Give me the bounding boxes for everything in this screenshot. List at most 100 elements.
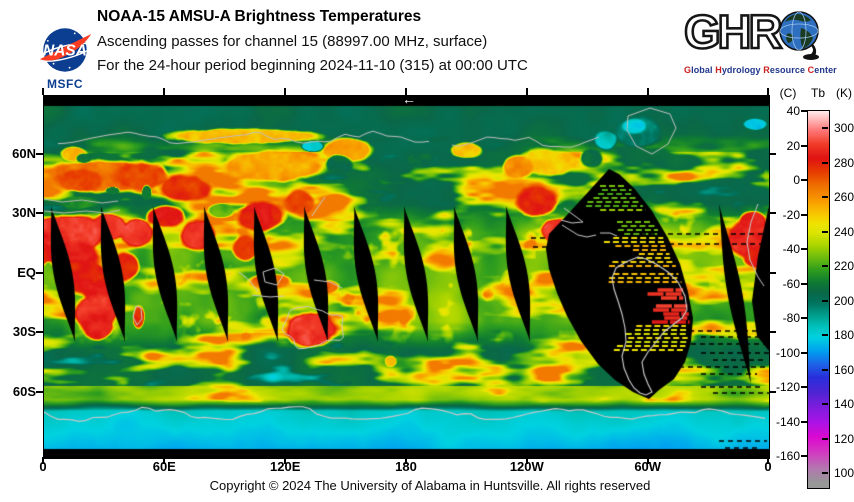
lat-tick [769, 212, 776, 214]
nasa-logo: NASA MSFC [36, 26, 94, 91]
kelvin-tick [822, 299, 828, 302]
celsius-tick-label: -60 [782, 276, 800, 291]
tb-label: Tb [810, 86, 825, 100]
lon-tick [525, 457, 528, 464]
lon-tick [163, 88, 166, 95]
celsius-tick [801, 179, 807, 182]
lon-tick [646, 88, 649, 95]
lon-label: 120E [270, 459, 301, 474]
celsius-tick-label: -100 [775, 345, 800, 360]
kelvin-tick [822, 472, 828, 475]
celsius-tick-label: -160 [775, 449, 800, 464]
celsius-tick-label: -20 [782, 207, 800, 222]
brightness-temperature-map [43, 95, 770, 459]
kelvin-tick [822, 196, 828, 199]
lat-label: 30N [12, 205, 36, 220]
lon-label: 60E [152, 459, 176, 474]
kelvin-tick-label: 100 [834, 466, 854, 481]
kelvin-tick-label: 120 [834, 431, 854, 446]
kelvin-tick-label: 300 [834, 121, 854, 135]
celsius-tick-label: -140 [775, 414, 800, 429]
lat-tick [36, 331, 43, 333]
kelvin-tick-label: 200 [834, 293, 854, 308]
nasa-insignia-icon: NASA [38, 28, 92, 72]
kelvin-tick [822, 403, 828, 406]
lat-label: 30S [12, 324, 36, 339]
kelvin-tick [822, 334, 828, 337]
kelvin-tick [822, 230, 828, 233]
lat-tick [769, 391, 776, 393]
page-title: NOAA-15 AMSU-A Brightness Temperatures [97, 8, 422, 25]
copyright-line: Copyright © 2024 The University of Alaba… [209, 478, 651, 493]
celsius-tick [801, 248, 807, 251]
lon-tick [163, 457, 166, 464]
lon-tick [284, 88, 287, 95]
lon-label: 0 [764, 459, 772, 474]
lat-tick [36, 153, 43, 155]
lon-label: 120W [509, 459, 544, 474]
lon-tick [646, 457, 649, 464]
celsius-tick [801, 144, 807, 147]
kelvin-tick-label: 260 [834, 190, 854, 205]
lat-tick [36, 391, 43, 393]
lon-tick [767, 88, 769, 95]
kelvin-unit-label: (K) [836, 86, 852, 100]
colorbar [807, 110, 830, 489]
kelvin-tick-label: 220 [834, 259, 854, 274]
kelvin-tick-label: 140 [834, 397, 854, 412]
lon-label: 60W [634, 459, 662, 474]
celsius-tick-label: 20 [786, 138, 800, 153]
lat-tick [36, 271, 43, 274]
msfc-label: MSFC [47, 77, 83, 91]
lon-tick [42, 88, 44, 95]
celsius-tick-label: -80 [782, 311, 800, 326]
lon-tick [525, 88, 528, 95]
lon-label: 0 [39, 459, 47, 474]
ghrc-logo: GHR Global Hydrology Resource Center [683, 5, 852, 75]
ghrc-tagline: Global Hydrology Resource Center [684, 65, 837, 75]
kelvin-tick [822, 127, 828, 129]
celsius-tick [801, 213, 807, 216]
kelvin-tick [822, 368, 828, 371]
celsius-tick-label: -120 [775, 380, 800, 395]
celsius-tick [801, 420, 807, 423]
lat-tick [769, 271, 776, 274]
kelvin-tick [822, 161, 828, 164]
celsius-tick [801, 455, 807, 458]
lon-tick [42, 457, 44, 464]
kelvin-tick-label: 180 [834, 328, 854, 343]
kelvin-tick-label: 280 [834, 155, 854, 170]
kelvin-tick-label: 240 [834, 224, 854, 239]
celsius-tick-label: 0 [793, 173, 800, 188]
lat-label: EQ [17, 264, 36, 280]
lat-tick [36, 212, 43, 214]
lat-label: 60S [12, 384, 36, 399]
lat-tick [769, 331, 776, 333]
kelvin-tick-label: 160 [834, 362, 854, 377]
lon-tick [284, 457, 287, 464]
celsius-unit-label: (C) [779, 86, 797, 100]
subtitle-period: For the 24-hour period beginning 2024-11… [97, 57, 528, 74]
celsius-tick [801, 282, 807, 285]
celsius-tick [801, 317, 807, 320]
kelvin-tick [822, 265, 828, 268]
globe-icon [779, 11, 820, 60]
kelvin-tick [822, 437, 828, 440]
celsius-tick [801, 351, 807, 354]
lat-label: 60N [12, 146, 36, 161]
lon-tick [405, 88, 407, 95]
celsius-tick-label: 40 [786, 104, 800, 118]
lat-tick [769, 153, 776, 155]
title-block: NOAA-15 AMSU-A Brightness Temperatures A… [97, 8, 528, 74]
lon-tick [405, 457, 407, 464]
west-arrow-icon: ← [402, 91, 416, 107]
celsius-tick [801, 386, 807, 389]
subtitle-channel: Ascending passes for channel 15 (88997.0… [97, 33, 488, 50]
ghrc-wordmark: GHR [683, 5, 784, 58]
celsius-tick-label: -40 [782, 242, 800, 257]
lon-tick [767, 457, 769, 464]
celsius-tick [801, 110, 807, 112]
svg-text:NASA: NASA [43, 43, 87, 60]
lon-label: 180 [395, 459, 417, 474]
